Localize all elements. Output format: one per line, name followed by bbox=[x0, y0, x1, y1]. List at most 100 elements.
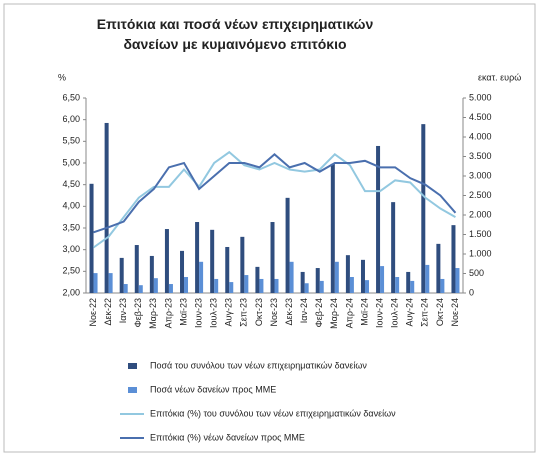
bar bbox=[376, 145, 381, 293]
legend-label: Ποσά του συνόλου των νέων επιχειρηματικώ… bbox=[150, 360, 367, 370]
bar bbox=[300, 271, 305, 293]
bar bbox=[391, 202, 396, 293]
y2-tick-label: 2.000 bbox=[469, 209, 492, 219]
legend-label: Επιτόκια (%) του συνόλου των νέων επιχει… bbox=[150, 408, 396, 418]
bar bbox=[89, 183, 94, 293]
y2-tick-label: 4.000 bbox=[469, 131, 492, 141]
y2-tick-label: 0 bbox=[469, 287, 474, 297]
bar bbox=[319, 280, 324, 293]
x-tick-label: Σεπ-23 bbox=[239, 298, 249, 327]
x-tick-label: Αυγ-23 bbox=[224, 298, 234, 326]
bar bbox=[380, 266, 385, 293]
x-tick-label: Δεκ-23 bbox=[284, 298, 294, 326]
bar bbox=[436, 243, 441, 293]
bar bbox=[410, 280, 415, 293]
y2-tick-label: 2.500 bbox=[469, 190, 492, 200]
bar bbox=[240, 236, 245, 293]
x-tick-label: Σεπ-24 bbox=[420, 298, 430, 327]
y2-axis-label: εκατ. ευρώ bbox=[478, 72, 521, 82]
bar bbox=[104, 122, 109, 294]
y2-tick-label: 1.000 bbox=[469, 248, 492, 258]
bar bbox=[315, 268, 320, 293]
y-tick-label: 6,50 bbox=[62, 92, 80, 102]
x-tick-label: Ιαν-23 bbox=[118, 298, 128, 323]
y-axis-label: % bbox=[58, 72, 66, 82]
legend-label: Επιτόκια (%) νέων δανείων προς ΜΜΕ bbox=[150, 432, 305, 442]
bar bbox=[93, 273, 98, 293]
bar bbox=[451, 225, 456, 293]
bar bbox=[119, 257, 124, 293]
bar bbox=[274, 278, 279, 293]
bar bbox=[108, 273, 113, 293]
x-tick-label: Οκτ-23 bbox=[254, 298, 264, 326]
bar bbox=[134, 245, 139, 293]
line bbox=[93, 153, 457, 234]
x-tick-label: Μαρ-23 bbox=[148, 298, 158, 329]
legend-swatch bbox=[128, 387, 137, 393]
x-tick-label: Ιουλ-23 bbox=[209, 298, 219, 328]
x-tick-label: Ιουν-24 bbox=[374, 298, 384, 328]
y-tick-label: 6,00 bbox=[62, 114, 80, 124]
bar bbox=[364, 280, 369, 293]
bar bbox=[285, 197, 290, 293]
x-tick-label: Ιαν-24 bbox=[299, 298, 309, 323]
x-tick-label: Μαϊ-24 bbox=[359, 298, 369, 326]
y-tick-label: 5,00 bbox=[62, 157, 80, 167]
y2-tick-label: 5.000 bbox=[469, 92, 492, 102]
bar bbox=[225, 246, 230, 293]
bar bbox=[421, 124, 426, 293]
bar bbox=[425, 264, 430, 293]
line bbox=[92, 150, 456, 249]
bar bbox=[229, 282, 234, 293]
bar bbox=[345, 255, 350, 293]
y-tick-label: 4,00 bbox=[62, 201, 80, 211]
x-tick-label: Απρ-23 bbox=[163, 298, 173, 328]
x-tick-label: Νοε-23 bbox=[269, 298, 279, 327]
bar bbox=[195, 222, 200, 293]
bar bbox=[153, 278, 158, 293]
x-tick-label: Αυγ-24 bbox=[405, 298, 415, 326]
legend-label: Ποσά νέων δανείων προς ΜΜΕ bbox=[150, 384, 276, 394]
y-tick-label: 3,00 bbox=[62, 244, 80, 254]
bar bbox=[168, 284, 173, 293]
x-tick-label: Ιουλ-24 bbox=[390, 298, 400, 328]
bar bbox=[360, 259, 365, 293]
bar bbox=[255, 266, 260, 293]
bar bbox=[180, 250, 185, 293]
y2-tick-label: 500 bbox=[469, 268, 484, 278]
bar bbox=[199, 261, 204, 293]
bar bbox=[164, 229, 169, 293]
bar bbox=[123, 284, 128, 293]
x-tick-label: Μαρ-24 bbox=[329, 298, 339, 329]
x-tick-label: Φεβ-24 bbox=[314, 298, 324, 327]
bar bbox=[406, 271, 411, 293]
bar bbox=[149, 255, 154, 293]
x-tick-label: Οκτ-24 bbox=[435, 298, 445, 326]
x-tick-label: Νοε-24 bbox=[450, 298, 460, 327]
bar bbox=[214, 278, 219, 293]
bar bbox=[210, 229, 215, 293]
y-tick-label: 5,50 bbox=[62, 136, 80, 146]
bar bbox=[244, 275, 249, 293]
y-tick-label: 3,50 bbox=[62, 222, 80, 232]
bar bbox=[349, 277, 354, 293]
bar bbox=[455, 268, 460, 293]
bar bbox=[440, 278, 445, 293]
bar bbox=[395, 277, 400, 293]
x-tick-label: Μαϊ-23 bbox=[178, 298, 188, 326]
x-tick-label: Ιουν-23 bbox=[193, 298, 203, 328]
y2-tick-label: 4.500 bbox=[469, 112, 492, 122]
x-tick-label: Απρ-24 bbox=[344, 298, 354, 328]
y-tick-label: 2,00 bbox=[62, 287, 80, 297]
legend-swatch bbox=[128, 363, 137, 369]
x-tick-label: Νοε-22 bbox=[88, 298, 98, 327]
bar bbox=[138, 285, 143, 293]
y2-tick-label: 3.000 bbox=[469, 170, 492, 180]
bar bbox=[289, 261, 294, 293]
x-tick-label: Δεκ-22 bbox=[103, 298, 113, 326]
y2-tick-label: 3.500 bbox=[469, 151, 492, 161]
y-tick-label: 4,50 bbox=[62, 179, 80, 189]
x-tick-label: Φεβ-23 bbox=[133, 298, 143, 327]
